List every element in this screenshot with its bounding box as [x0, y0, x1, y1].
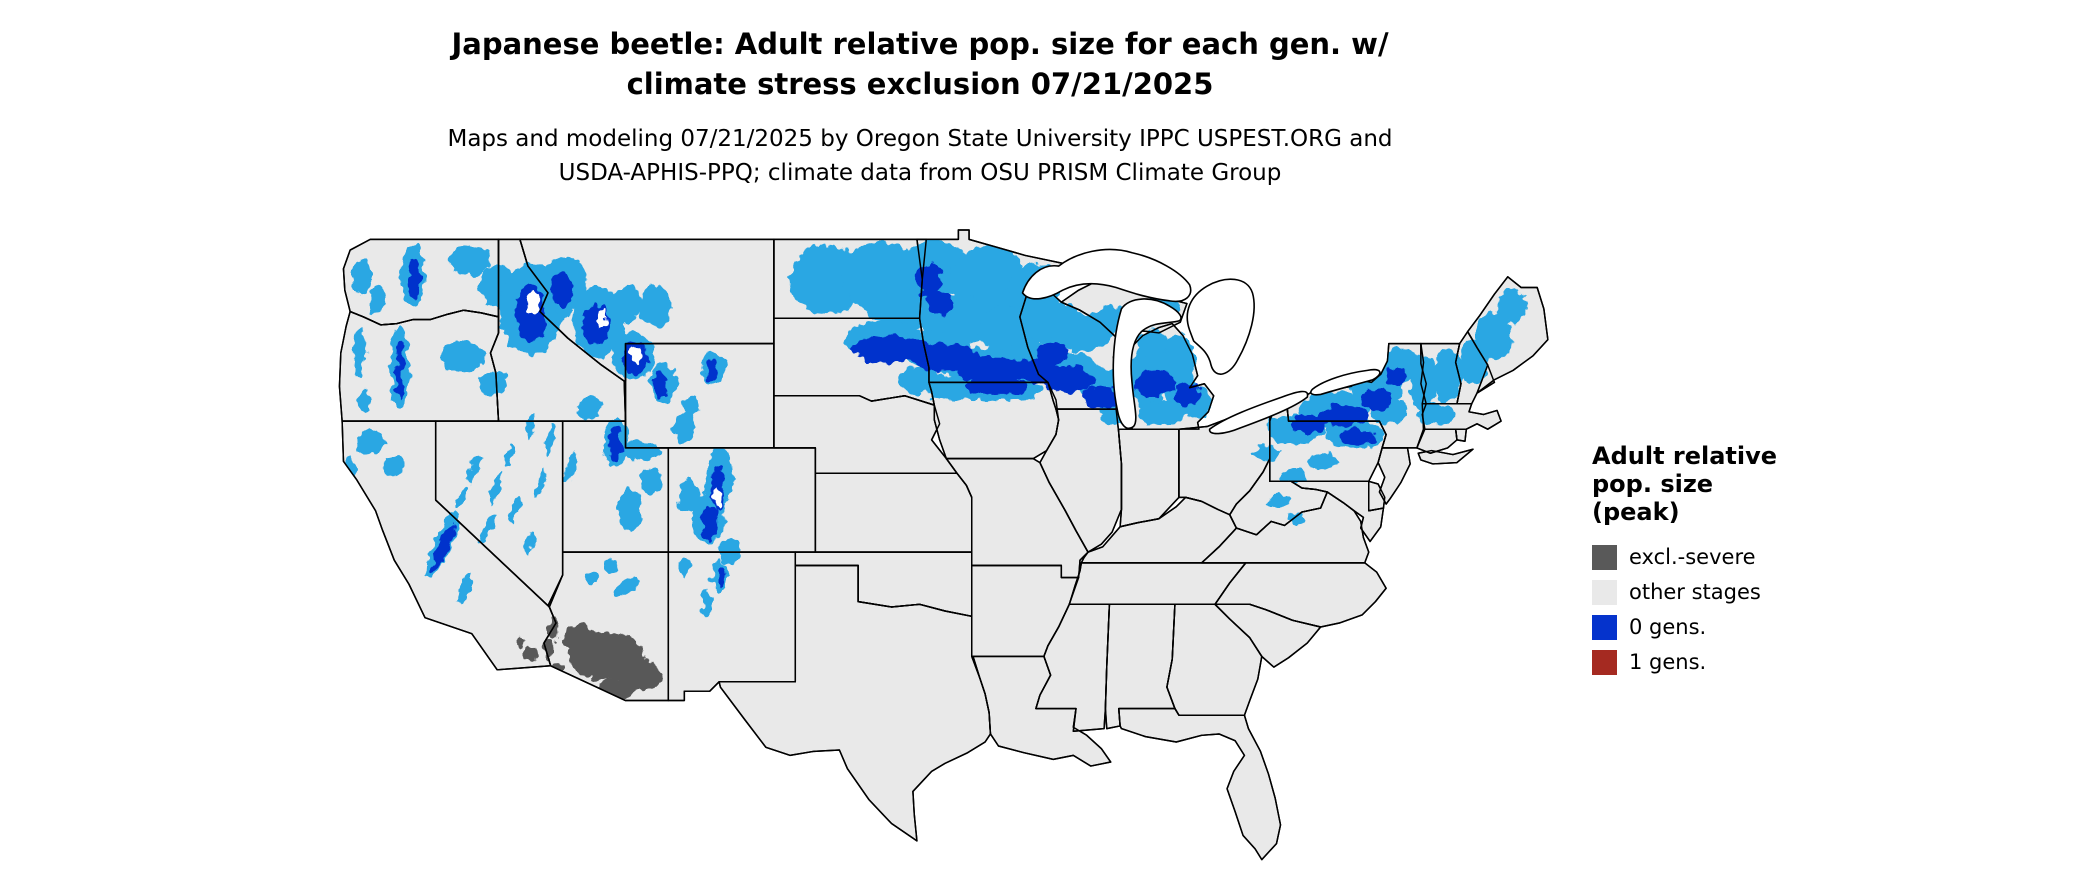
legend-item-excl-severe: excl.-severe — [1592, 540, 1852, 575]
legend-label-excl-severe: excl.-severe — [1629, 545, 1756, 569]
lake-huron — [1186, 278, 1255, 375]
legend-item-other-stages: other stages — [1592, 575, 1852, 610]
overlay-excluded-cold — [526, 291, 722, 507]
lake-michigan — [1112, 298, 1182, 430]
legend-title-line-2: pop. size — [1592, 470, 1714, 498]
lake-superior — [1021, 248, 1192, 303]
legend-item-1-gens: 1 gens. — [1592, 645, 1852, 680]
legend-title-line-1: Adult relative — [1592, 442, 1778, 470]
overlay-excluded-severe — [514, 617, 663, 698]
legend-items: excl.-severe other stages 0 gens. 1 gens… — [1592, 540, 1852, 680]
lake-erie — [1208, 390, 1309, 435]
map-subtitle-line-2: USDA-APHIS-PPQ; climate data from OSU PR… — [558, 160, 1282, 186]
legend-item-0-gens: 0 gens. — [1592, 610, 1852, 645]
legend-label-1-gens: 1 gens. — [1629, 650, 1707, 674]
legend-label-other-stages: other stages — [1629, 580, 1761, 604]
legend-swatch-excl-severe — [1592, 545, 1617, 570]
legend-title-line-3: (peak) — [1592, 498, 1680, 526]
map-subtitle-line-1: Maps and modeling 07/21/2025 by Oregon S… — [447, 126, 1393, 152]
us-map-container — [330, 226, 1560, 881]
legend-title: Adult relative pop. size (peak) — [1592, 442, 1852, 526]
legend-swatch-1-gens — [1592, 650, 1617, 675]
legend-swatch-other-stages — [1592, 580, 1617, 605]
legend-swatch-0-gens — [1592, 615, 1617, 640]
us-map — [338, 229, 1549, 861]
map-title: Japanese beetle: Adult relative pop. siz… — [0, 24, 1840, 104]
great-lakes — [1021, 248, 1381, 435]
legend-label-0-gens: 0 gens. — [1629, 615, 1707, 639]
map-subtitle: Maps and modeling 07/21/2025 by Oregon S… — [0, 122, 1840, 190]
map-title-line-2: climate stress exclusion 07/21/2025 — [626, 67, 1214, 101]
lake-ontario — [1310, 368, 1381, 396]
map-title-line-1: Japanese beetle: Adult relative pop. siz… — [451, 27, 1389, 61]
legend: Adult relative pop. size (peak) excl.-se… — [1592, 442, 1852, 680]
